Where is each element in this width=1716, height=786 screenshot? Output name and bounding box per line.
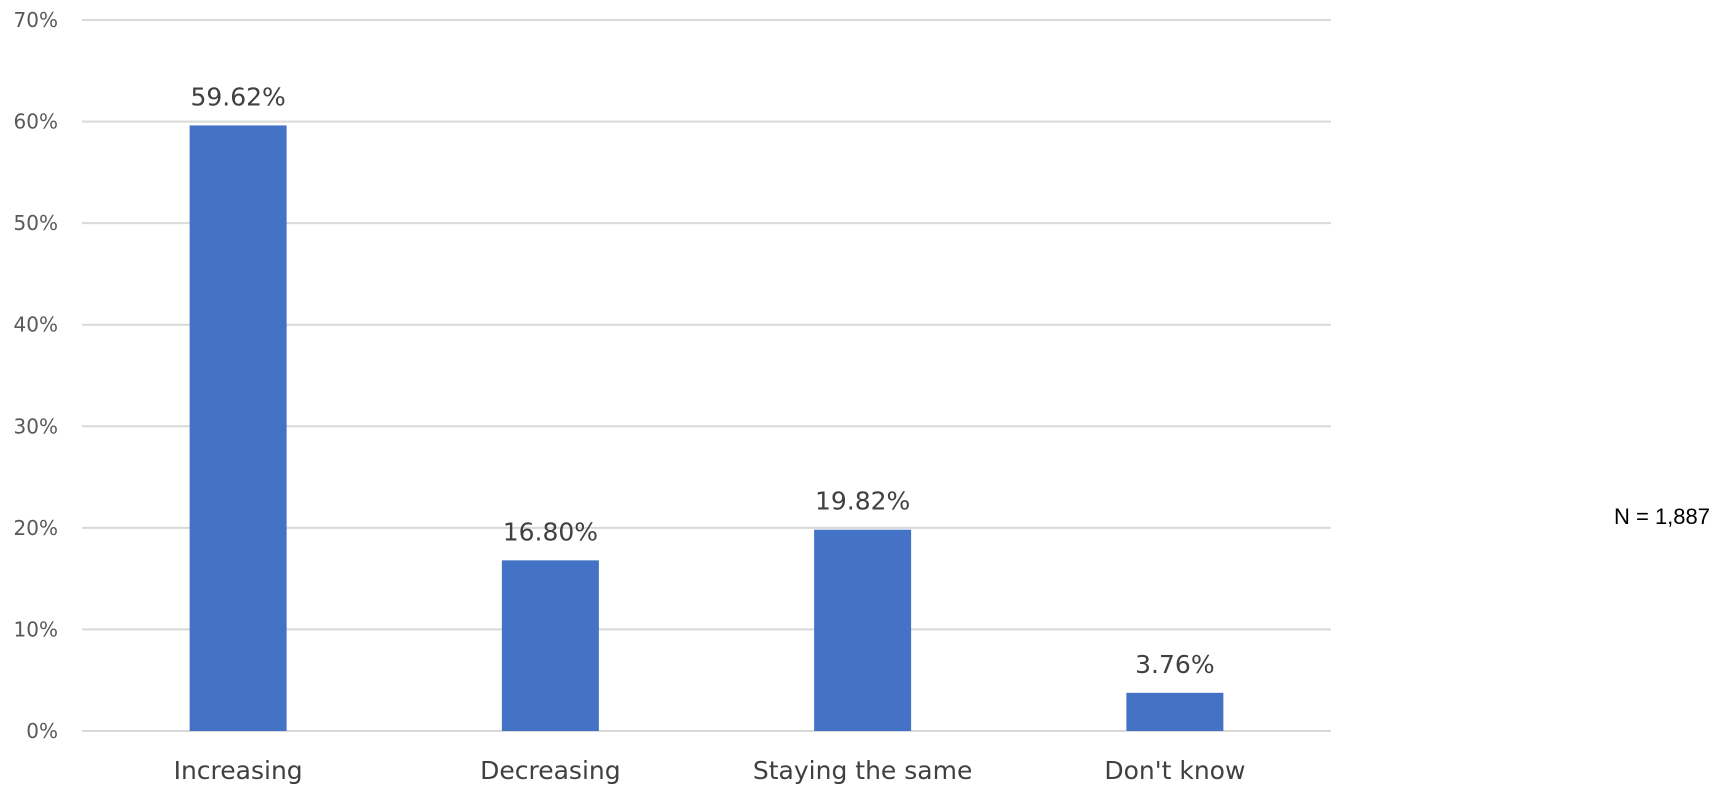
gridlines	[82, 19, 1331, 732]
y-tick-label: 70%	[14, 8, 58, 32]
x-category-label: Decreasing	[480, 756, 621, 785]
x-category-label: Don't know	[1104, 756, 1245, 785]
y-tick-label: 50%	[14, 211, 58, 235]
y-tick-label: 30%	[14, 414, 58, 438]
data-label: 19.82%	[815, 487, 910, 516]
bar	[189, 125, 287, 731]
x-category-label: Staying the same	[753, 756, 972, 785]
y-tick-label: 10%	[14, 617, 58, 641]
data-label: 59.62%	[190, 82, 285, 111]
bar	[501, 560, 599, 731]
y-axis-ticks: 0% 10% 20% 30% 40% 50% 60% 70%	[14, 8, 58, 743]
y-tick-label: 20%	[14, 516, 58, 540]
data-label: 16.80%	[503, 517, 598, 546]
bars	[189, 125, 1224, 731]
data-labels: 59.62% 16.80% 19.82% 3.76%	[190, 82, 1214, 678]
x-category-label: Increasing	[174, 756, 303, 785]
y-tick-label: 60%	[14, 110, 58, 134]
bar	[814, 529, 912, 731]
data-label: 3.76%	[1135, 650, 1214, 679]
y-tick-label: 0%	[26, 719, 58, 743]
x-axis-categories: Increasing Decreasing Staying the same Don'…	[174, 756, 1246, 785]
bar	[1126, 692, 1224, 731]
sample-size-note: N = 1,887	[1613, 504, 1710, 529]
y-tick-label: 40%	[14, 313, 58, 337]
